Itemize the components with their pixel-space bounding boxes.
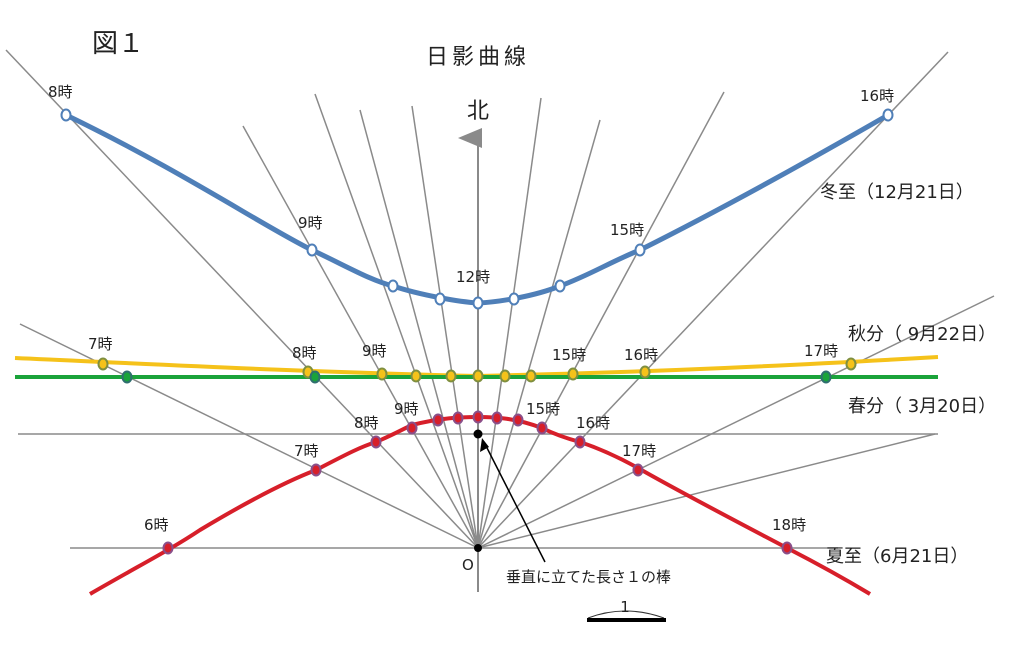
autumn-hour-marker xyxy=(845,357,857,371)
summer-hour-marker xyxy=(432,413,444,427)
winter-hour-marker xyxy=(634,243,646,257)
spring-hour-marker xyxy=(121,370,133,384)
autumn-label-17: 17時 xyxy=(804,342,838,360)
hour-rays xyxy=(5,49,995,549)
summer-hour-marker xyxy=(536,421,548,435)
winter-label-15: 15時 xyxy=(610,221,644,239)
north-label: 北 xyxy=(467,99,489,124)
winter-hour-marker xyxy=(554,279,566,293)
summer-label-17: 17時 xyxy=(622,442,656,460)
autumn-hour-marker xyxy=(639,365,651,379)
hour-markers xyxy=(60,108,894,555)
winter-curve-name: 冬至（12月21日） xyxy=(820,182,974,203)
origin-label: O xyxy=(462,556,474,574)
pole-top-point xyxy=(473,429,483,439)
winter-label-16: 16時 xyxy=(860,87,894,105)
summer-hour-marker xyxy=(472,410,484,424)
hour-ray xyxy=(477,91,725,549)
figure-label: 図１ xyxy=(92,29,144,59)
autumn-hour-marker xyxy=(525,369,537,383)
summer-hour-marker xyxy=(574,435,586,449)
summer-hour-marker xyxy=(632,463,644,477)
autumn-hour-marker xyxy=(97,357,109,371)
winter-hour-marker xyxy=(434,292,446,306)
hour-ray xyxy=(5,49,479,549)
summer-curve-name: 夏至（6月21日） xyxy=(826,546,968,567)
hour-ray xyxy=(359,109,479,549)
spring-hour-marker xyxy=(309,370,321,384)
autumn-curve-name: 秋分（ 9月22日） xyxy=(848,324,996,345)
autumn-label-9: 9時 xyxy=(362,342,387,360)
autumn-hour-marker xyxy=(410,369,422,383)
summer-hour-marker xyxy=(781,541,793,555)
summer-solstice-curve xyxy=(88,414,872,596)
pole-label: 垂直に立てた長さ１の棒 xyxy=(506,568,671,586)
hour-ray xyxy=(477,433,936,549)
hour-ray xyxy=(411,105,479,549)
autumn-label-15: 15時 xyxy=(552,346,586,364)
summer-hour-marker xyxy=(310,463,322,477)
spring-curve-name: 春分（ 3月20日） xyxy=(848,396,996,417)
hour-ray xyxy=(314,93,479,549)
winter-hour-marker xyxy=(882,108,894,122)
autumn-hour-marker xyxy=(376,367,388,381)
summer-hour-marker xyxy=(491,411,503,425)
hour-ray xyxy=(477,295,995,549)
summer-label-18: 18時 xyxy=(772,516,806,534)
summer-label-8: 8時 xyxy=(354,414,379,432)
diagram-title: 日影曲線 xyxy=(426,45,530,70)
hour-ray xyxy=(477,119,601,549)
origin-point xyxy=(474,544,482,552)
autumn-hour-marker xyxy=(445,369,457,383)
scale-bar: 1 xyxy=(587,598,666,622)
autumn-hour-marker xyxy=(499,369,511,383)
summer-hour-marker xyxy=(512,413,524,427)
winter-label-12: 12時 xyxy=(456,268,490,286)
summer-label-16: 16時 xyxy=(576,414,610,432)
spring-hour-marker xyxy=(820,370,832,384)
winter-hour-marker xyxy=(472,296,484,310)
summer-hour-marker xyxy=(370,435,382,449)
pole-annotation-arrowhead xyxy=(480,438,489,452)
hour-ray xyxy=(477,51,949,549)
summer-hour-marker xyxy=(452,411,464,425)
autumn-label-16: 16時 xyxy=(624,346,658,364)
scale-bar-rect xyxy=(587,618,666,622)
summer-hour-marker xyxy=(162,541,174,555)
summer-label-15: 15時 xyxy=(526,400,560,418)
autumn-hour-marker xyxy=(472,369,484,383)
winter-label-8: 8時 xyxy=(48,83,73,101)
summer-label-9: 9時 xyxy=(394,400,419,418)
summer-hour-marker xyxy=(406,421,418,435)
summer-label-6: 6時 xyxy=(144,516,169,534)
scale-bar-arc xyxy=(587,610,665,619)
winter-label-9: 9時 xyxy=(298,214,323,232)
autumn-label-8: 8時 xyxy=(292,344,317,362)
hour-ray xyxy=(242,125,479,549)
summer-label-7: 7時 xyxy=(294,442,319,460)
scale-bar-label: 1 xyxy=(620,598,630,616)
winter-hour-marker xyxy=(387,279,399,293)
winter-hour-marker xyxy=(60,108,72,122)
winter-hour-marker xyxy=(508,292,520,306)
winter-hour-marker xyxy=(306,243,318,257)
autumn-hour-marker xyxy=(567,367,579,381)
autumn-label-7: 7時 xyxy=(88,335,113,353)
pole-annotation-arrow xyxy=(483,441,546,563)
hour-ray xyxy=(477,97,542,549)
